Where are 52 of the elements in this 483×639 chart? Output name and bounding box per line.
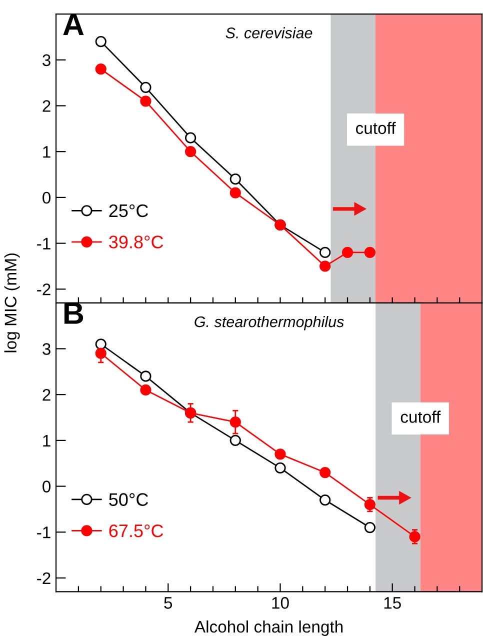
legend-label: 25°C — [109, 204, 148, 218]
point — [409, 531, 420, 542]
y-tick-label: 0 — [42, 480, 51, 492]
annotation: B — [64, 302, 84, 324]
y-axis-title: log MIC (mM) — [4, 253, 20, 352]
annotation: A — [63, 14, 84, 35]
y-tick-label: -2 — [37, 572, 50, 584]
y-tick-label: 0 — [42, 192, 51, 204]
annotation: cutoff — [400, 410, 441, 423]
x-axis-title: Alcohol chain length — [194, 620, 343, 636]
point — [140, 370, 152, 382]
y-tick-label: 3 — [42, 343, 50, 355]
point — [140, 82, 152, 93]
y-tick-label: 2 — [42, 100, 50, 112]
y-tick-label: 3 — [42, 54, 50, 66]
point — [140, 384, 152, 396]
point — [95, 338, 106, 350]
x-tick-label: 15 — [384, 597, 401, 609]
point — [185, 146, 196, 158]
point — [320, 466, 331, 478]
y-tick-label: -1 — [37, 238, 50, 250]
legend-label: 67.5°C — [109, 524, 164, 538]
point — [95, 64, 106, 75]
point — [185, 132, 196, 144]
point — [320, 494, 331, 506]
y-tick-label: 1 — [43, 434, 50, 446]
x-tick-label: 5 — [164, 597, 172, 609]
point — [364, 499, 376, 510]
point — [364, 522, 376, 534]
y-tick-label: -2 — [37, 284, 50, 296]
point — [342, 246, 354, 258]
legend-label: 50°C — [109, 493, 148, 506]
point — [95, 36, 106, 48]
point — [230, 416, 241, 428]
point — [320, 246, 331, 258]
point — [140, 96, 152, 107]
point — [230, 174, 241, 185]
y-tick-label: 2 — [42, 388, 50, 401]
x-tick-label: 10 — [272, 597, 289, 609]
annotation: cutoff — [356, 122, 396, 134]
point — [95, 348, 106, 359]
point — [230, 187, 241, 198]
point — [364, 246, 376, 258]
text: G. stearothermophilus — [194, 316, 344, 330]
point — [230, 434, 241, 446]
y-tick-label: -1 — [37, 526, 50, 538]
text: S. cerevisiae — [226, 27, 312, 38]
point — [274, 462, 286, 474]
y-tick-label: 1 — [43, 146, 50, 158]
legend-label: 39.8°C — [109, 236, 164, 248]
point — [320, 260, 331, 272]
point — [274, 448, 286, 460]
